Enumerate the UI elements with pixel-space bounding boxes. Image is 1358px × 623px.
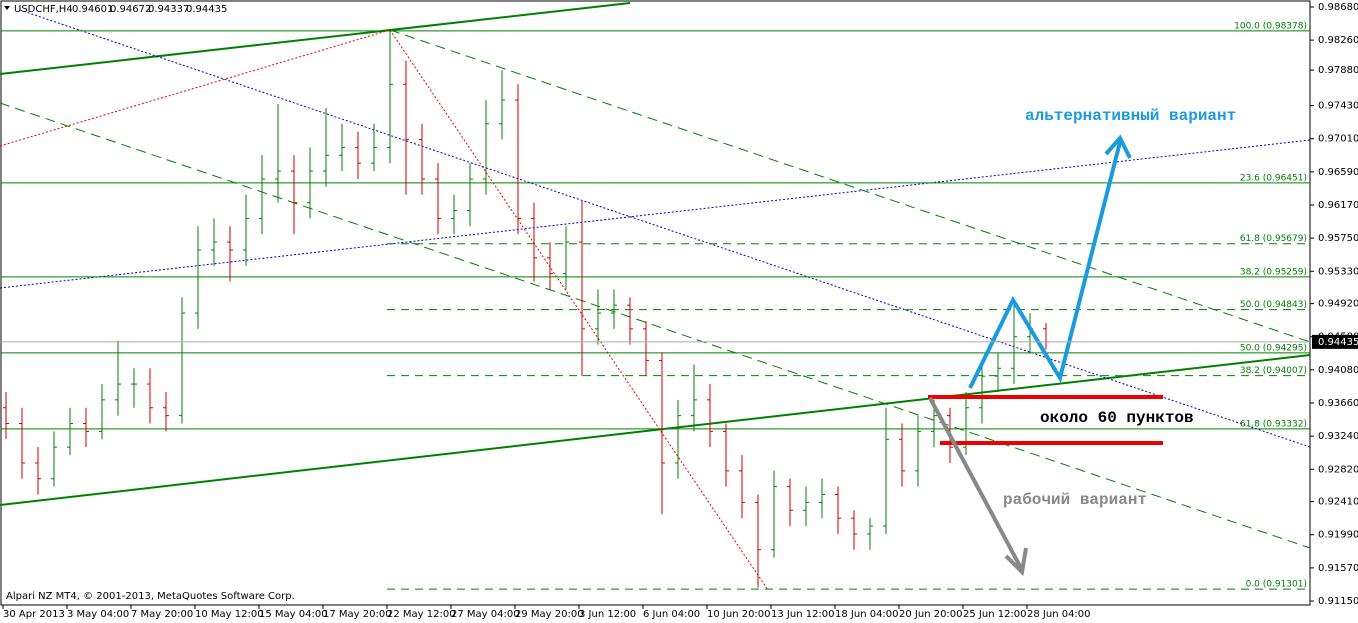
fib-label: 50.0 (0.94295) (1240, 343, 1307, 353)
trendline (389, 29, 769, 591)
x-tick-label: 22 May 12:00 (387, 609, 456, 620)
price-label: 0.94435 (1318, 337, 1358, 348)
y-tick-label: 0.96590 (1318, 167, 1358, 178)
y-tick-label: 0.98680 (1318, 2, 1358, 13)
drawings (928, 134, 1163, 577)
trendline (19, 9, 1311, 448)
x-tick-label: 3 May 04:00 (67, 609, 129, 620)
fib-label: 38.2 (0.94007) (1240, 366, 1307, 376)
trendlines (0, 2, 1311, 591)
y-tick-label: 0.93240 (1318, 431, 1358, 442)
x-tick-label: 6 Jun 04:00 (643, 609, 700, 620)
working-arrow (928, 397, 1024, 571)
plot-frame (0, 0, 1311, 606)
y-tick-label: 0.91570 (1318, 563, 1358, 574)
trendline (0, 2, 631, 75)
fib-label: 61.8 (0.95679) (1240, 234, 1307, 244)
menu-icon (4, 6, 10, 10)
x-tick-label: 15 May 04:00 (259, 609, 328, 620)
x-tick-label: 13 Jun 12:00 (771, 609, 835, 620)
x-tick-label: 20 Jun 20:00 (899, 609, 963, 620)
annotation: рабочий вариант (1003, 491, 1147, 509)
header-value: 0.94337 (148, 4, 189, 15)
y-tick-label: 0.96170 (1318, 200, 1358, 211)
x-tick-label: 30 Apr 2013 (3, 609, 65, 620)
fib-label: 23.6 (0.96451) (1240, 173, 1307, 183)
fib-label: 100.0 (0.98378) (1234, 21, 1307, 31)
y-tick-label: 0.94920 (1318, 299, 1358, 310)
y-tick-label: 0.93660 (1318, 398, 1358, 409)
y-tick-label: 0.97880 (1318, 65, 1358, 76)
x-tick-label: 25 Jun 12:00 (963, 609, 1027, 620)
y-tick-label: 0.91150 (1318, 596, 1358, 607)
arrow-head (1004, 547, 1028, 577)
arrow-head (1104, 134, 1132, 159)
x-tick-label: 18 Jun 04:00 (835, 609, 899, 620)
annotation: около 60 пунктов (1040, 409, 1194, 427)
fib-label: 50.0 (0.94843) (1240, 300, 1307, 310)
x-tick-label: 29 May 20:00 (515, 609, 584, 620)
copyright: Alpari NZ MT4, © 2001-2013, MetaQuotes S… (6, 591, 295, 602)
bars (3, 30, 1049, 588)
fib-label: 0.0 (0.91301) (1246, 580, 1307, 590)
x-tick-label: 28 Jun 04:00 (1027, 609, 1091, 620)
annotation: альтернативный вариант (1025, 107, 1236, 125)
fib-label: 38.2 (0.95259) (1240, 267, 1307, 277)
y-tick-label: 0.95750 (1318, 233, 1358, 244)
x-tick-label: 7 May 20:00 (131, 609, 193, 620)
trendline (0, 354, 1311, 506)
y-tick-label: 0.94080 (1318, 365, 1358, 376)
x-tick-label: 10 May 12:00 (195, 609, 264, 620)
price-box (1312, 334, 1358, 349)
header-value: 0.94601 (72, 4, 113, 15)
x-tick-label: 10 Jun 20:00 (707, 609, 771, 620)
y-tick-label: 0.98260 (1318, 35, 1358, 46)
header-value: 0.94672 (110, 4, 151, 15)
y-tick-label: 0.92820 (1318, 464, 1358, 475)
fib-label: 61.8 (0.93332) (1240, 419, 1307, 429)
y-tick-label: 0.95330 (1318, 266, 1358, 277)
trendline (389, 29, 1311, 343)
y-tick-label: 0.97430 (1318, 101, 1358, 112)
x-tick-label: 17 May 20:00 (323, 609, 392, 620)
x-tick-label: 27 May 04:00 (451, 609, 520, 620)
y-tick-label: 0.91990 (1318, 530, 1358, 541)
header-value: 0.94435 (186, 4, 227, 15)
y-tick-label: 0.97010 (1318, 134, 1358, 145)
x-tick-label: 3 Jun 12:00 (579, 609, 636, 620)
y-tick-label: 0.92410 (1318, 497, 1358, 508)
symbol: USDCHF,H4 (14, 4, 73, 15)
alternative-arrow (968, 141, 1122, 389)
trendline (0, 102, 1311, 549)
